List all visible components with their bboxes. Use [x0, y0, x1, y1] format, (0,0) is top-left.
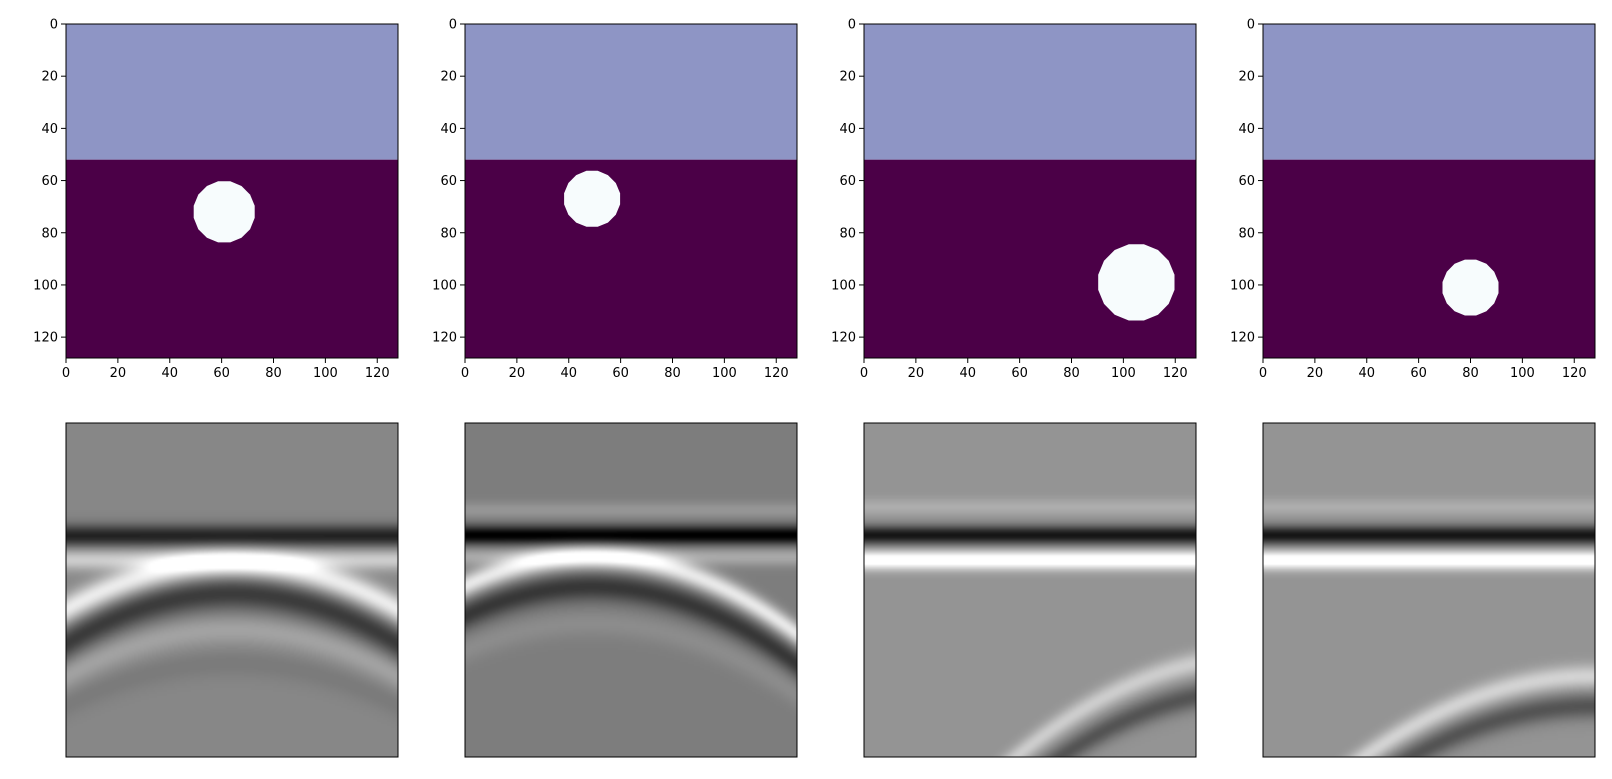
y-tick-label: 60: [41, 174, 58, 189]
y-tick-label: 100: [33, 278, 58, 293]
x-tick-label: 60: [1410, 366, 1427, 381]
model-panel-1: 0 20 40 60 80 100 120 0 20 40 60 80 100 120: [33, 18, 399, 381]
x-tick-label: 0: [461, 366, 469, 381]
y-tick-label: 20: [1238, 70, 1255, 85]
seismic-image: [465, 423, 797, 757]
x-tick-label: 0: [1259, 366, 1267, 381]
x-tick-label: 40: [959, 366, 976, 381]
y-tick-label: 0: [848, 18, 856, 33]
x-tick-label: 40: [560, 366, 577, 381]
inclusion: [193, 181, 255, 243]
y-tick-label: 80: [440, 226, 457, 241]
axes-frame: [1262, 23, 1596, 359]
x-tick-label: 60: [213, 366, 230, 381]
y-tick-label: 40: [41, 122, 58, 137]
seismic-panel-1: [65, 422, 399, 758]
y-tick-label: 40: [440, 122, 457, 137]
y-tick-label: 100: [432, 278, 457, 293]
axes-frame: [65, 23, 399, 359]
y-tick-label: 60: [839, 174, 856, 189]
y-tick-label: 120: [831, 331, 856, 346]
x-tick-label: 40: [1358, 366, 1375, 381]
y-tick-label: 60: [440, 174, 457, 189]
x-tick-label: 80: [1063, 366, 1080, 381]
x-tick-label: 120: [365, 366, 390, 381]
x-tick-label: 100: [313, 366, 338, 381]
model-panel-2: 0 20 40 60 80 100 120 0 20 40 60 80 100 120: [432, 18, 798, 381]
axes-frame: [464, 422, 798, 758]
y-tick-label: 60: [1238, 174, 1255, 189]
y-tick-label: 0: [50, 18, 58, 33]
y-tick-label: 40: [839, 122, 856, 137]
model-panel-3: 0 20 40 60 80 100 120 0 20 40 60 80 100 120: [831, 18, 1197, 381]
axes-frame: [464, 23, 798, 359]
inclusion: [564, 170, 621, 227]
x-tick-label: 40: [161, 366, 178, 381]
x-tick-label: 0: [860, 366, 868, 381]
x-tick-label: 60: [612, 366, 629, 381]
inclusion: [1442, 259, 1499, 316]
y-tick-label: 100: [831, 278, 856, 293]
x-tick-label: 20: [908, 366, 925, 381]
y-tick-label: 80: [1238, 226, 1255, 241]
axes-frame: [1262, 422, 1596, 758]
seismic-panel-2: [464, 422, 798, 758]
upper-layer: [465, 24, 797, 160]
lower-layer: [1263, 159, 1595, 358]
y-tick-label: 80: [41, 226, 58, 241]
x-tick-label: 80: [265, 366, 282, 381]
axes-frame: [863, 422, 1197, 758]
seismic-image: [66, 423, 398, 757]
model-panel-4: 0 20 40 60 80 100 120 0 20 40 60 80 100 120: [1230, 18, 1596, 381]
y-tick-label: 20: [41, 70, 58, 85]
seismic-panel-4: [1262, 422, 1596, 758]
x-tick-label: 80: [1462, 366, 1479, 381]
y-tick-label: 0: [449, 18, 457, 33]
upper-layer: [864, 24, 1196, 160]
y-tick-label: 20: [440, 70, 457, 85]
axes-frame: [65, 422, 399, 758]
y-tick-label: 20: [839, 70, 856, 85]
x-tick-label: 60: [1011, 366, 1028, 381]
x-tick-label: 100: [712, 366, 737, 381]
inclusion: [1098, 244, 1175, 321]
y-tick-label: 0: [1247, 18, 1255, 33]
y-tick-label: 40: [1238, 122, 1255, 137]
upper-layer: [1263, 24, 1595, 160]
y-tick-label: 120: [33, 331, 58, 346]
seismic-image: [1263, 423, 1595, 757]
lower-layer: [465, 159, 797, 358]
x-tick-label: 120: [1163, 366, 1188, 381]
x-tick-label: 100: [1510, 366, 1535, 381]
axes-frame: [863, 23, 1197, 359]
x-tick-label: 100: [1111, 366, 1136, 381]
y-tick-label: 100: [1230, 278, 1255, 293]
x-tick-label: 120: [1562, 366, 1587, 381]
y-tick-label: 120: [1230, 331, 1255, 346]
x-tick-label: 80: [664, 366, 681, 381]
seismic-panel-3: [863, 422, 1197, 758]
x-tick-label: 0: [62, 366, 70, 381]
upper-layer: [66, 24, 398, 160]
x-tick-label: 20: [1307, 366, 1324, 381]
x-tick-label: 20: [110, 366, 127, 381]
x-tick-label: 20: [509, 366, 526, 381]
y-tick-label: 80: [839, 226, 856, 241]
seismic-image: [864, 423, 1196, 757]
x-tick-label: 120: [764, 366, 789, 381]
y-tick-label: 120: [432, 331, 457, 346]
